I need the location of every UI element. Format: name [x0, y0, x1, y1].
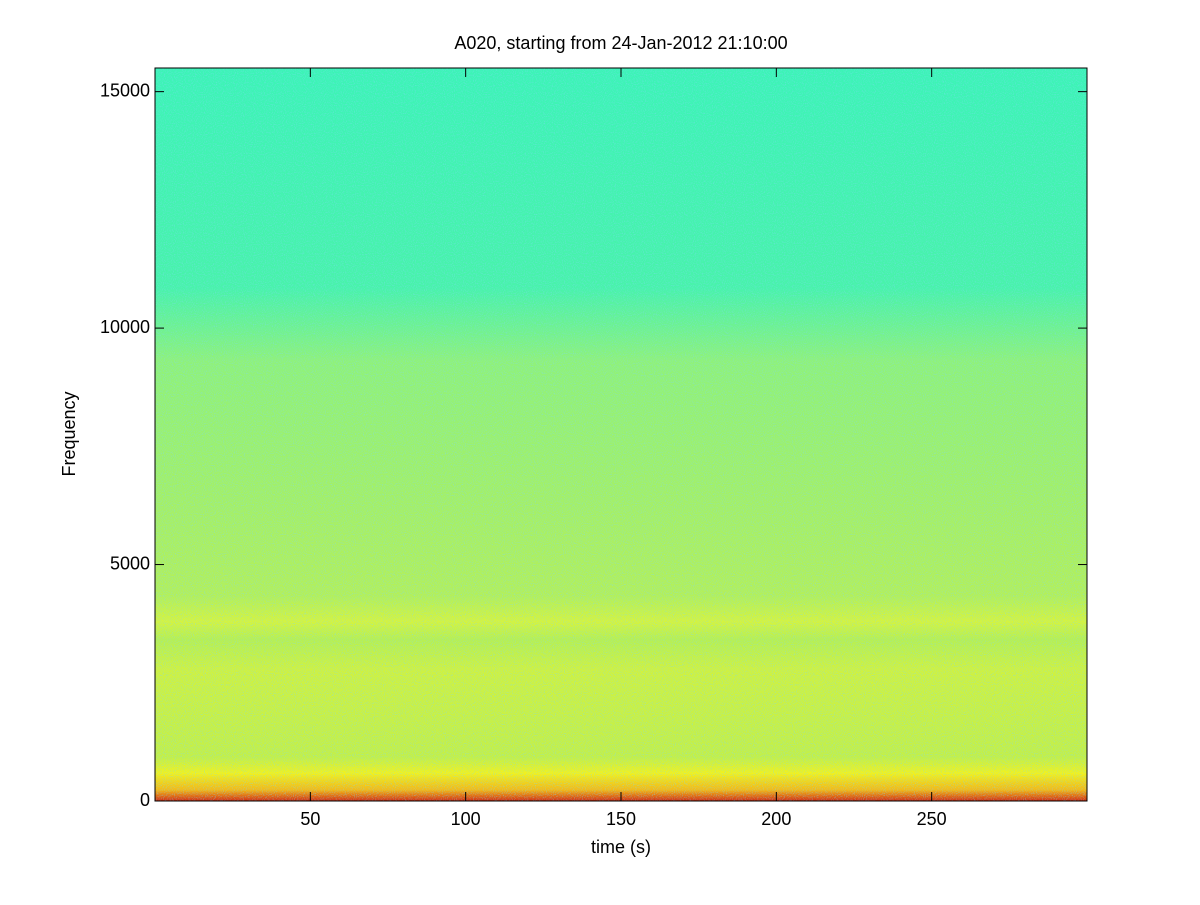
y-tick-label: 10000 — [100, 317, 150, 337]
y-tick-label: 5000 — [110, 553, 150, 573]
x-axis-label: time (s) — [591, 837, 651, 857]
y-axis-label: Frequency — [59, 391, 79, 476]
x-tick-label: 250 — [917, 809, 947, 829]
chart-title: A020, starting from 24-Jan-2012 21:10:00 — [454, 33, 787, 53]
spectrogram-texture — [155, 68, 1087, 801]
x-tick-label: 200 — [761, 809, 791, 829]
x-tick-label: 50 — [300, 809, 320, 829]
x-tick-label: 150 — [606, 809, 636, 829]
x-tick-label: 100 — [451, 809, 481, 829]
y-tick-label: 15000 — [100, 80, 150, 100]
y-tick-label: 0 — [140, 790, 150, 810]
